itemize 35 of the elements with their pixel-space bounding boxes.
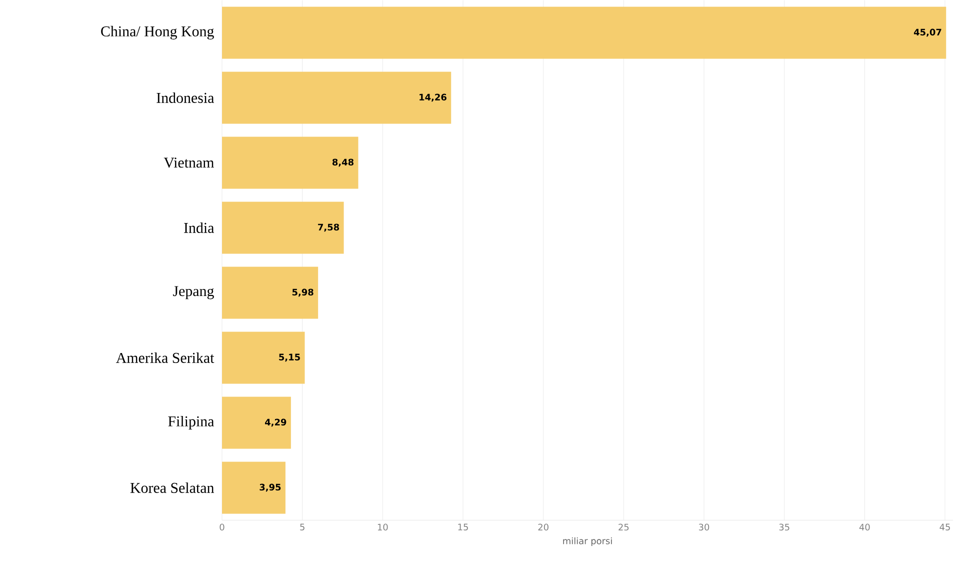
- bar: [222, 332, 305, 384]
- data-label: 45,07: [914, 28, 942, 37]
- y-tick-label: India: [184, 222, 214, 233]
- y-tick-label: Korea Selatan: [130, 482, 214, 493]
- x-tick-label: 40: [859, 524, 870, 530]
- bar: [222, 396, 291, 449]
- x-tick-label: 45: [940, 524, 950, 530]
- x-tick-label: 30: [698, 524, 710, 530]
- x-tick-label: 10: [378, 524, 388, 530]
- x-tick-label: 25: [618, 524, 629, 530]
- data-label: 3,95: [260, 484, 281, 492]
- y-tick-label: Jepang: [173, 286, 214, 300]
- data-label: 7,58: [318, 224, 340, 232]
- y-tick-label: Amerika Serikat: [116, 352, 214, 363]
- x-tick-label: 5: [300, 524, 304, 530]
- data-label: 4,29: [265, 418, 286, 427]
- y-tick-label: Filipina: [168, 416, 214, 430]
- bar: [222, 462, 286, 514]
- bar: [222, 202, 344, 254]
- x-tick-label: 20: [538, 524, 548, 530]
- y-tick-label: Vietnam: [164, 158, 214, 168]
- x-tick-label: 15: [458, 524, 468, 530]
- data-label: 8,48: [332, 158, 354, 167]
- x-axis-title: miliar porsi: [563, 537, 612, 546]
- data-label: 5,98: [292, 288, 314, 297]
- y-tick-label: China/ Hong Kong: [101, 26, 214, 40]
- bar: [222, 136, 358, 189]
- bar: [222, 6, 946, 59]
- y-tick-label: Indonesia: [156, 92, 214, 103]
- data-label: 14,26: [420, 94, 446, 102]
- bar: [222, 72, 452, 124]
- x-tick-label: 0: [220, 524, 224, 530]
- bar: [222, 266, 318, 319]
- data-label: 5,15: [279, 354, 300, 362]
- x-tick-label: 35: [779, 524, 790, 530]
